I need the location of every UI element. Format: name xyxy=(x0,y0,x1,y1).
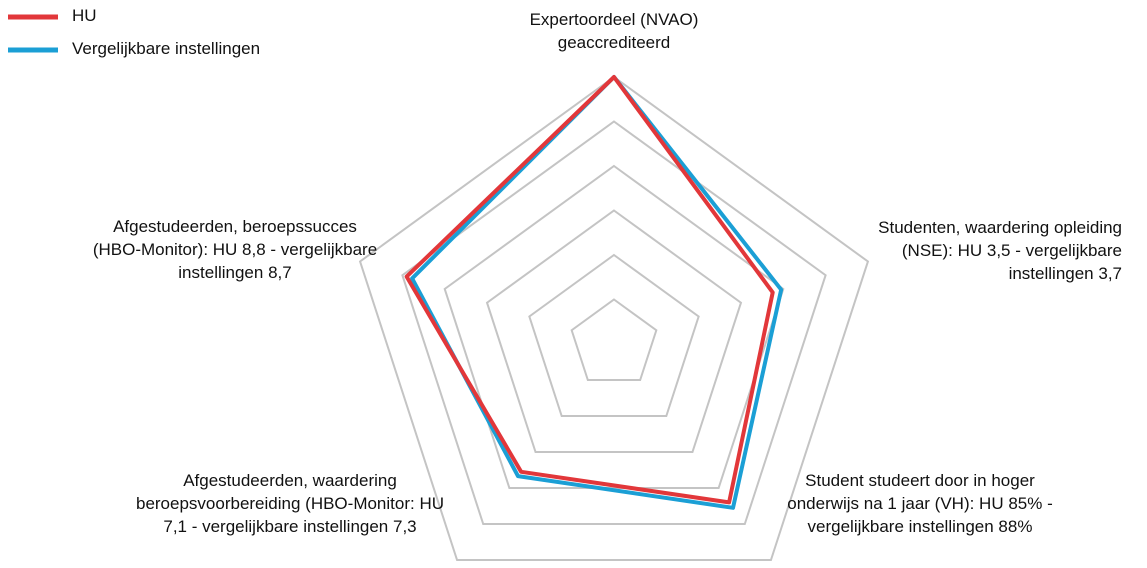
grid-ring xyxy=(358,75,870,562)
legend-label: Vergelijkbare instellingen xyxy=(72,39,261,58)
axis-label: Afgestudeerden, beroepssucces (HBO-Monit… xyxy=(92,217,378,282)
axis-label: Expertoordeel (NVAO) geaccrediteerd xyxy=(529,10,699,52)
grid-ring xyxy=(528,253,700,418)
legend-label: HU xyxy=(72,6,97,25)
axis-label: Afgestudeerden, waardering beroepsvoorbe… xyxy=(135,471,445,536)
grid-ring xyxy=(570,298,658,382)
axis-label: Student studeert door in hoger onderwijs… xyxy=(787,471,1053,536)
series-line xyxy=(404,75,775,505)
grid-ring xyxy=(401,120,827,526)
grid-ring xyxy=(485,209,743,454)
series-line xyxy=(410,75,784,510)
axis-label: Studenten, waardering opleiding (NSE): H… xyxy=(878,218,1122,283)
